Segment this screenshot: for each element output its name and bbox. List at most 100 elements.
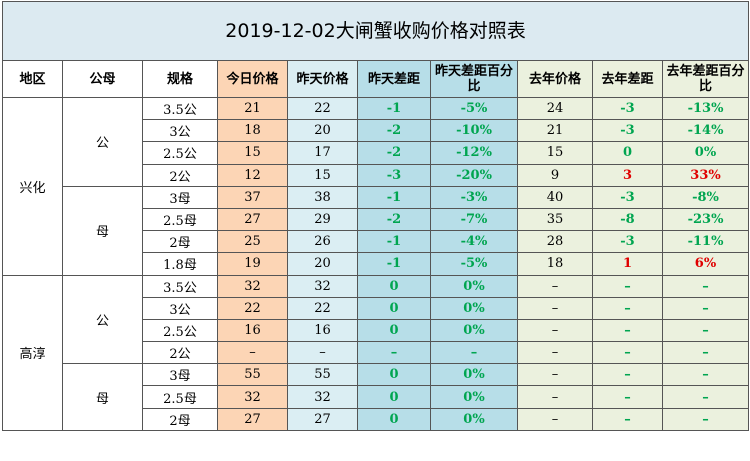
data-cell: 2.5公 bbox=[142, 318, 218, 343]
data-cell: -4% bbox=[430, 230, 518, 254]
data-cell: -8 bbox=[592, 207, 663, 232]
data-cell: -2 bbox=[357, 207, 431, 232]
table-row: 2公 – – – – – – – bbox=[3, 341, 750, 365]
header-cell: 去年差距 bbox=[592, 60, 663, 98]
data-cell: 0 bbox=[357, 274, 431, 298]
data-cell: 21 bbox=[217, 96, 288, 121]
data-cell: 17 bbox=[287, 141, 358, 165]
table-row: 母 3母 37 38 -1 -3% 40 -3 -8% bbox=[3, 185, 750, 276]
data-cell: – bbox=[517, 274, 593, 298]
table-row: 2.5公 15 17 -2 -12% 15 0 0% bbox=[3, 141, 750, 165]
data-cell: 18 bbox=[517, 252, 593, 276]
data-cell: 32 bbox=[217, 385, 288, 409]
data-cell: – bbox=[517, 363, 593, 387]
data-cell: 1 bbox=[592, 252, 663, 276]
data-cell: -3 bbox=[592, 119, 663, 143]
data-cell: 9 bbox=[517, 163, 593, 187]
data-cell: – bbox=[517, 341, 593, 365]
data-cell: 0 bbox=[357, 296, 431, 320]
header-cell: 昨天价格 bbox=[287, 60, 358, 98]
data-cell: 0% bbox=[430, 363, 518, 387]
header-cell: 去年差距百分比 bbox=[661, 60, 750, 98]
header-cell: 昨天差距 bbox=[357, 60, 431, 98]
data-cell: 15 bbox=[517, 141, 593, 165]
data-cell: – bbox=[517, 385, 593, 409]
data-cell: – bbox=[661, 341, 750, 365]
data-cell: – bbox=[592, 407, 663, 431]
data-cell: -1 bbox=[357, 185, 431, 209]
table-row: 2.5公 16 16 0 0% – – – bbox=[3, 318, 750, 343]
data-cell: 29 bbox=[287, 207, 358, 232]
data-cell: 3.5公 bbox=[142, 274, 218, 298]
sex-cell: 公 bbox=[62, 274, 143, 365]
data-cell: -5% bbox=[430, 252, 518, 276]
data-cell: -2 bbox=[357, 119, 431, 143]
data-cell: 21 bbox=[517, 119, 593, 143]
data-cell: -3 bbox=[592, 230, 663, 254]
data-cell: 2.5公 bbox=[142, 141, 218, 165]
data-cell: – bbox=[661, 274, 750, 298]
data-cell: 3母 bbox=[142, 185, 218, 209]
data-cell: – bbox=[217, 341, 288, 365]
data-cell: 25 bbox=[217, 230, 288, 254]
data-cell: -1 bbox=[357, 252, 431, 276]
data-cell: -3 bbox=[592, 96, 663, 121]
header-cell: 去年价格 bbox=[517, 60, 593, 98]
table-row: 2.5母 32 32 0 0% – – – bbox=[3, 385, 750, 409]
data-cell: -13% bbox=[661, 96, 750, 121]
header-cell: 规格 bbox=[142, 60, 218, 98]
data-cell: – bbox=[661, 407, 750, 431]
data-cell: 16 bbox=[217, 318, 288, 343]
data-cell: – bbox=[661, 385, 750, 409]
data-cell: 15 bbox=[287, 163, 358, 187]
region-cell: 兴化 bbox=[2, 97, 63, 276]
data-cell: – bbox=[592, 318, 663, 343]
data-cell: – bbox=[357, 341, 431, 365]
sex-cell: 母 bbox=[62, 185, 143, 276]
data-cell: – bbox=[430, 341, 518, 365]
data-cell: -1 bbox=[357, 96, 431, 121]
price-table: 2019-12-02大闸蟹收购价格对照表 地区 公母 规格 今日价格 昨天价格 昨天差距昨… bbox=[1, 1, 750, 431]
data-cell: 32 bbox=[287, 274, 358, 298]
table-row: 兴化公 3.5公 21 22 -1 -5% 24 -3 -13% bbox=[2, 96, 750, 276]
data-cell: 6% bbox=[661, 252, 750, 276]
data-cell: 26 bbox=[287, 230, 358, 254]
data-cell: -5% bbox=[430, 96, 518, 121]
region-cell: 高淳 bbox=[2, 274, 63, 431]
data-cell: 3公 bbox=[142, 296, 218, 320]
data-cell: -11% bbox=[661, 230, 750, 254]
table-row: 母 3母 55 55 0 0% – – – bbox=[3, 363, 750, 431]
data-cell: – bbox=[592, 363, 663, 387]
data-cell: -7% bbox=[430, 207, 518, 232]
header-cell: 地区 bbox=[2, 60, 63, 98]
data-cell: 18 bbox=[217, 119, 288, 143]
data-cell: 19 bbox=[217, 252, 288, 276]
data-cell: 24 bbox=[517, 96, 593, 121]
data-cell: 3公 bbox=[142, 119, 218, 143]
data-cell: -12% bbox=[430, 141, 518, 165]
data-cell: -3 bbox=[592, 185, 663, 209]
data-cell: 27 bbox=[217, 207, 288, 232]
data-cell: 0 bbox=[357, 385, 431, 409]
data-cell: 22 bbox=[287, 96, 358, 121]
data-cell: 15 bbox=[217, 141, 288, 165]
data-cell: 2公 bbox=[142, 163, 218, 187]
data-cell: 0 bbox=[357, 363, 431, 387]
data-cell: 22 bbox=[217, 296, 288, 320]
data-cell: 0 bbox=[357, 407, 431, 431]
data-cell: 3母 bbox=[142, 363, 218, 387]
data-cell: -3% bbox=[430, 185, 518, 209]
data-cell: 32 bbox=[287, 385, 358, 409]
data-cell: – bbox=[592, 385, 663, 409]
data-cell: -23% bbox=[661, 207, 750, 232]
data-cell: – bbox=[517, 296, 593, 320]
data-cell: – bbox=[661, 318, 750, 343]
data-cell: 55 bbox=[217, 363, 288, 387]
table-row: 2母 27 27 0 0% – – – bbox=[3, 407, 750, 431]
data-cell: 0% bbox=[430, 318, 518, 343]
data-cell: 12 bbox=[217, 163, 288, 187]
data-cell: 55 bbox=[287, 363, 358, 387]
data-cell: 16 bbox=[287, 318, 358, 343]
table-row: 2公 12 15 -3 -20% 9 3 33% bbox=[3, 163, 750, 187]
data-cell: 27 bbox=[217, 407, 288, 431]
